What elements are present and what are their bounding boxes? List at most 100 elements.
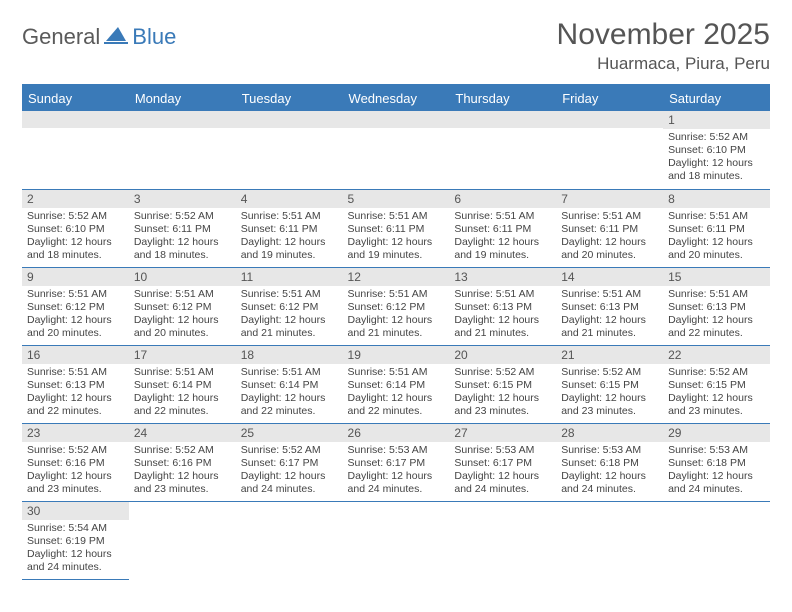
day-details: Sunrise: 5:51 AMSunset: 6:13 PMDaylight:… (556, 286, 663, 345)
header: General Blue November 2025 Huarmaca, Piu… (22, 18, 770, 74)
sunset-line: Sunset: 6:11 PM (454, 223, 551, 236)
day-details: Sunrise: 5:52 AMSunset: 6:17 PMDaylight:… (236, 442, 343, 501)
daylight-line: Daylight: 12 hours and 24 minutes. (241, 470, 338, 496)
daylight-line: Daylight: 12 hours and 21 minutes. (454, 314, 551, 340)
calendar-cell: 12Sunrise: 5:51 AMSunset: 6:12 PMDayligh… (343, 267, 450, 345)
sunset-line: Sunset: 6:13 PM (27, 379, 124, 392)
day-details: Sunrise: 5:52 AMSunset: 6:16 PMDaylight:… (129, 442, 236, 501)
calendar-cell (343, 111, 450, 189)
weekday-header: Saturday (663, 86, 770, 111)
day-details: Sunrise: 5:51 AMSunset: 6:11 PMDaylight:… (663, 208, 770, 267)
sunrise-line: Sunrise: 5:51 AM (561, 210, 658, 223)
weekday-header: Thursday (449, 86, 556, 111)
sunset-line: Sunset: 6:10 PM (27, 223, 124, 236)
calendar-cell: 4Sunrise: 5:51 AMSunset: 6:11 PMDaylight… (236, 189, 343, 267)
day-details: Sunrise: 5:53 AMSunset: 6:17 PMDaylight:… (343, 442, 450, 501)
day-details: Sunrise: 5:51 AMSunset: 6:11 PMDaylight:… (343, 208, 450, 267)
day-details: Sunrise: 5:51 AMSunset: 6:12 PMDaylight:… (236, 286, 343, 345)
daylight-line: Daylight: 12 hours and 22 minutes. (348, 392, 445, 418)
sunset-line: Sunset: 6:17 PM (348, 457, 445, 470)
sunset-line: Sunset: 6:11 PM (241, 223, 338, 236)
calendar-cell: 25Sunrise: 5:52 AMSunset: 6:17 PMDayligh… (236, 423, 343, 501)
empty-daynum (22, 111, 129, 128)
day-number: 18 (236, 346, 343, 364)
sail-icon (104, 25, 130, 50)
calendar-table: SundayMondayTuesdayWednesdayThursdayFrid… (22, 86, 770, 580)
sunset-line: Sunset: 6:13 PM (454, 301, 551, 314)
calendar-cell (556, 111, 663, 189)
calendar-cell: 24Sunrise: 5:52 AMSunset: 6:16 PMDayligh… (129, 423, 236, 501)
daylight-line: Daylight: 12 hours and 20 minutes. (561, 236, 658, 262)
calendar-cell: 19Sunrise: 5:51 AMSunset: 6:14 PMDayligh… (343, 345, 450, 423)
daylight-line: Daylight: 12 hours and 24 minutes. (561, 470, 658, 496)
sunrise-line: Sunrise: 5:54 AM (27, 522, 124, 535)
day-details: Sunrise: 5:51 AMSunset: 6:13 PMDaylight:… (22, 364, 129, 423)
daylight-line: Daylight: 12 hours and 23 minutes. (134, 470, 231, 496)
weekday-header: Tuesday (236, 86, 343, 111)
day-number: 21 (556, 346, 663, 364)
day-number: 28 (556, 424, 663, 442)
day-details: Sunrise: 5:51 AMSunset: 6:14 PMDaylight:… (236, 364, 343, 423)
calendar-cell: 22Sunrise: 5:52 AMSunset: 6:15 PMDayligh… (663, 345, 770, 423)
sunrise-line: Sunrise: 5:51 AM (241, 366, 338, 379)
daylight-line: Daylight: 12 hours and 19 minutes. (454, 236, 551, 262)
day-details: Sunrise: 5:51 AMSunset: 6:13 PMDaylight:… (663, 286, 770, 345)
daylight-line: Daylight: 12 hours and 18 minutes. (134, 236, 231, 262)
day-details: Sunrise: 5:51 AMSunset: 6:14 PMDaylight:… (129, 364, 236, 423)
day-details: Sunrise: 5:53 AMSunset: 6:17 PMDaylight:… (449, 442, 556, 501)
sunrise-line: Sunrise: 5:53 AM (561, 444, 658, 457)
day-details: Sunrise: 5:52 AMSunset: 6:11 PMDaylight:… (129, 208, 236, 267)
day-details: Sunrise: 5:51 AMSunset: 6:12 PMDaylight:… (22, 286, 129, 345)
day-number: 8 (663, 190, 770, 208)
weekday-header: Sunday (22, 86, 129, 111)
weekday-header: Monday (129, 86, 236, 111)
sunrise-line: Sunrise: 5:51 AM (241, 210, 338, 223)
day-details: Sunrise: 5:52 AMSunset: 6:10 PMDaylight:… (663, 129, 770, 188)
calendar-cell: 17Sunrise: 5:51 AMSunset: 6:14 PMDayligh… (129, 345, 236, 423)
day-number: 12 (343, 268, 450, 286)
location: Huarmaca, Piura, Peru (557, 54, 770, 74)
calendar-cell: 28Sunrise: 5:53 AMSunset: 6:18 PMDayligh… (556, 423, 663, 501)
day-details: Sunrise: 5:52 AMSunset: 6:15 PMDaylight:… (663, 364, 770, 423)
calendar-cell (22, 111, 129, 189)
sunrise-line: Sunrise: 5:52 AM (668, 131, 765, 144)
calendar-cell: 13Sunrise: 5:51 AMSunset: 6:13 PMDayligh… (449, 267, 556, 345)
calendar-cell: 10Sunrise: 5:51 AMSunset: 6:12 PMDayligh… (129, 267, 236, 345)
sunrise-line: Sunrise: 5:52 AM (27, 444, 124, 457)
sunset-line: Sunset: 6:11 PM (348, 223, 445, 236)
sunset-line: Sunset: 6:11 PM (561, 223, 658, 236)
daylight-line: Daylight: 12 hours and 21 minutes. (348, 314, 445, 340)
sunrise-line: Sunrise: 5:51 AM (134, 366, 231, 379)
empty-daynum (556, 111, 663, 128)
sunrise-line: Sunrise: 5:53 AM (454, 444, 551, 457)
daylight-line: Daylight: 12 hours and 24 minutes. (348, 470, 445, 496)
empty-daynum (236, 111, 343, 128)
day-number: 5 (343, 190, 450, 208)
sunset-line: Sunset: 6:12 PM (27, 301, 124, 314)
sunset-line: Sunset: 6:12 PM (348, 301, 445, 314)
calendar-cell: 18Sunrise: 5:51 AMSunset: 6:14 PMDayligh… (236, 345, 343, 423)
daylight-line: Daylight: 12 hours and 22 minutes. (668, 314, 765, 340)
daylight-line: Daylight: 12 hours and 21 minutes. (561, 314, 658, 340)
sunrise-line: Sunrise: 5:51 AM (348, 210, 445, 223)
day-details: Sunrise: 5:54 AMSunset: 6:19 PMDaylight:… (22, 520, 129, 579)
sunset-line: Sunset: 6:12 PM (134, 301, 231, 314)
calendar-cell: 30Sunrise: 5:54 AMSunset: 6:19 PMDayligh… (22, 501, 129, 579)
sunset-line: Sunset: 6:16 PM (27, 457, 124, 470)
day-details: Sunrise: 5:52 AMSunset: 6:10 PMDaylight:… (22, 208, 129, 267)
day-number: 16 (22, 346, 129, 364)
sunset-line: Sunset: 6:19 PM (27, 535, 124, 548)
day-number: 22 (663, 346, 770, 364)
calendar-cell: 5Sunrise: 5:51 AMSunset: 6:11 PMDaylight… (343, 189, 450, 267)
daylight-line: Daylight: 12 hours and 23 minutes. (454, 392, 551, 418)
calendar-cell: 15Sunrise: 5:51 AMSunset: 6:13 PMDayligh… (663, 267, 770, 345)
daylight-line: Daylight: 12 hours and 24 minutes. (454, 470, 551, 496)
calendar-cell (556, 501, 663, 579)
day-details: Sunrise: 5:51 AMSunset: 6:11 PMDaylight:… (236, 208, 343, 267)
daylight-line: Daylight: 12 hours and 23 minutes. (561, 392, 658, 418)
calendar-week-row: 30Sunrise: 5:54 AMSunset: 6:19 PMDayligh… (22, 501, 770, 579)
sunrise-line: Sunrise: 5:52 AM (668, 366, 765, 379)
day-number: 25 (236, 424, 343, 442)
empty-daynum (343, 111, 450, 128)
sunrise-line: Sunrise: 5:51 AM (27, 366, 124, 379)
